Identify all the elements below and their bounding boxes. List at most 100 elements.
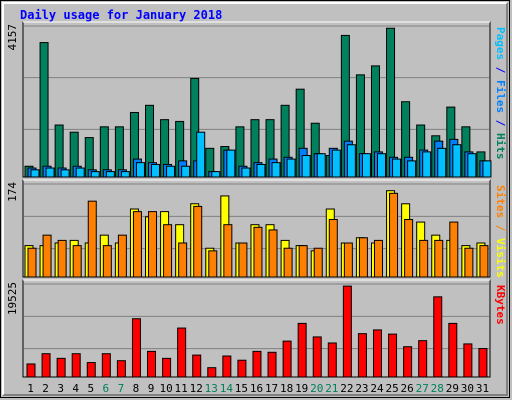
bar-pages-1 <box>30 169 40 178</box>
side-label-part: Pages <box>494 27 507 60</box>
bar-sites-26 <box>404 218 414 278</box>
day-label-6: 6 <box>103 382 110 395</box>
chart-bevel <box>2 2 508 396</box>
bar-sites-6 <box>102 245 112 278</box>
bar-sites-19 <box>298 245 308 278</box>
bar-sites-25 <box>389 192 399 278</box>
bar-kbytes-8 <box>131 318 141 378</box>
day-label-29: 29 <box>446 382 459 395</box>
bar-kbytes-24 <box>372 329 382 378</box>
bar-pages-12 <box>196 131 206 178</box>
bar-kbytes-13 <box>207 367 217 378</box>
bar-pages-10 <box>166 165 176 178</box>
day-label-16: 16 <box>250 382 263 395</box>
bar-kbytes-5 <box>86 362 96 378</box>
bar-pages-23 <box>361 153 371 178</box>
ymax-label-kbytes: 19525 <box>6 282 19 315</box>
bar-kbytes-1 <box>26 363 36 378</box>
bar-sites-16 <box>253 226 263 278</box>
bar-sites-13 <box>208 250 218 278</box>
bar-sites-5 <box>87 200 97 278</box>
side-label-part: / <box>494 60 507 80</box>
bar-hits-2 <box>39 42 49 178</box>
bar-sites-12 <box>193 205 203 278</box>
bar-sites-7 <box>117 234 127 278</box>
day-label-26: 26 <box>401 382 414 395</box>
bar-kbytes-29 <box>448 322 458 378</box>
bar-pages-3 <box>60 169 70 178</box>
day-label-1: 1 <box>27 382 34 395</box>
side-label-visits-sites: Sites / Visits <box>494 185 507 278</box>
ymax-label-hits-files-pages: 4157 <box>6 24 19 51</box>
ymax-label-visits-sites: 174 <box>6 182 19 202</box>
bar-pages-26 <box>407 160 417 178</box>
bar-kbytes-6 <box>101 353 111 378</box>
day-label-25: 25 <box>385 382 398 395</box>
bar-kbytes-19 <box>297 322 307 378</box>
bar-kbytes-20 <box>312 336 322 378</box>
x-axis-labels: 1 2 3 4 5 6 7 8 9 10 11 12 13 14 15 16 17 18 19 20 21 22 23 24 2… <box>27 382 489 395</box>
day-label-10: 10 <box>159 382 172 395</box>
bar-sites-14 <box>223 224 233 278</box>
day-label-13: 13 <box>205 382 218 395</box>
day-label-3: 3 <box>57 382 64 395</box>
day-label-12: 12 <box>190 382 203 395</box>
bar-sites-9 <box>148 211 158 278</box>
side-label-part: Sites <box>494 185 507 218</box>
side-label-part: KBytes <box>494 285 507 325</box>
bar-pages-29 <box>452 144 462 178</box>
chart-title: Daily usage for January 2018 <box>20 8 223 22</box>
bar-sites-27 <box>419 239 429 278</box>
bar-pages-18 <box>286 158 296 178</box>
day-label-21: 21 <box>325 382 338 395</box>
bar-pages-4 <box>75 167 85 178</box>
bar-hits-25 <box>386 27 396 178</box>
side-label-hits-files-pages: Pages / Files / Hits <box>494 27 507 160</box>
day-label-27: 27 <box>416 382 429 395</box>
day-label-31: 31 <box>476 382 489 395</box>
bar-pages-9 <box>151 163 161 178</box>
side-label-kbytes: KBytes <box>494 285 507 325</box>
bar-pages-21 <box>331 149 341 178</box>
bar-pages-14 <box>226 149 236 178</box>
day-label-19: 19 <box>295 382 308 395</box>
bar-pages-17 <box>271 162 281 178</box>
bar-sites-30 <box>464 247 474 278</box>
day-label-2: 2 <box>42 382 49 395</box>
bar-pages-7 <box>120 171 130 178</box>
bar-kbytes-21 <box>327 342 337 378</box>
bar-pages-31 <box>482 160 492 178</box>
side-label-part: / <box>494 218 507 238</box>
bar-pages-22 <box>346 144 356 178</box>
side-label-part: Files <box>494 80 507 113</box>
day-label-14: 14 <box>220 382 234 395</box>
bar-kbytes-11 <box>177 327 187 378</box>
bar-kbytes-15 <box>237 359 247 378</box>
day-label-23: 23 <box>355 382 368 395</box>
day-label-30: 30 <box>461 382 474 395</box>
bar-kbytes-22 <box>342 285 352 378</box>
bar-pages-20 <box>316 153 326 178</box>
panel-hits-files-pages: 4157 Pages / Files / Hits <box>6 21 507 178</box>
bar-pages-11 <box>181 165 191 178</box>
bar-pages-28 <box>437 147 447 178</box>
bar-kbytes-9 <box>147 350 157 378</box>
bar-sites-23 <box>358 237 368 278</box>
panel-kbytes: 19525 KBytes <box>6 279 507 378</box>
bar-kbytes-26 <box>403 346 413 378</box>
day-label-24: 24 <box>370 382 384 395</box>
bar-sites-3 <box>57 239 67 278</box>
bar-kbytes-31 <box>478 348 488 378</box>
bar-pages-8 <box>135 162 145 178</box>
bar-pages-15 <box>241 167 251 178</box>
bar-sites-28 <box>434 239 444 278</box>
bar-pages-16 <box>256 163 266 178</box>
day-label-22: 22 <box>340 382 353 395</box>
bar-sites-18 <box>283 247 293 278</box>
bar-pages-13 <box>211 171 221 178</box>
bar-kbytes-30 <box>463 343 473 378</box>
bar-pages-6 <box>105 171 115 178</box>
bar-pages-24 <box>376 153 386 178</box>
day-label-28: 28 <box>431 382 444 395</box>
bar-pages-2 <box>45 167 55 178</box>
